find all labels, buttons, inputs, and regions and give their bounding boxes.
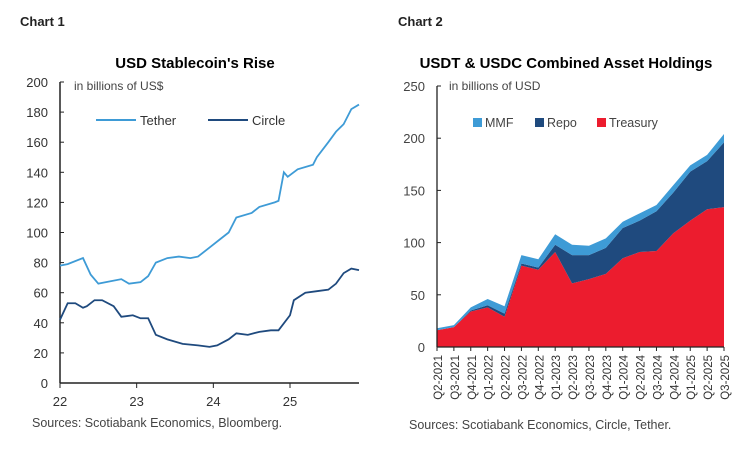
legend-label-mmf: MMF <box>485 116 514 130</box>
y-tick-label: 200 <box>26 75 48 90</box>
y-tick-label: 60 <box>34 286 48 301</box>
x-tick-label: Q2-2022 <box>501 355 513 400</box>
chart-source: Sources: Scotiabank Economics, Bloomberg… <box>32 416 282 430</box>
y-tick-label: 20 <box>34 346 48 361</box>
y-tick-label: 0 <box>41 376 48 391</box>
x-tick-label: 25 <box>283 394 297 409</box>
x-tick-label: Q1-2024 <box>619 354 631 399</box>
x-tick-label: Q3-2023 <box>585 355 597 400</box>
chart-source: Sources: Scotiabank Economics, Circle, T… <box>409 418 671 432</box>
x-tick-label: Q4-2023 <box>602 355 614 400</box>
chart1-label: Chart 1 <box>20 14 65 29</box>
chart1-svg: USD Stablecoin's Rise in billions of US$ 0… <box>26 55 360 430</box>
y-axis-label: in billions of USD <box>449 79 541 93</box>
y-axis-label: in billions of US$ <box>74 79 164 93</box>
y-tick-label: 140 <box>26 165 48 180</box>
x-tick-label: Q1-2025 <box>686 355 698 400</box>
x-tick-label: Q4-2022 <box>534 355 546 400</box>
x-tick-label: Q3-2021 <box>450 355 462 400</box>
legend-swatch-repo <box>535 118 544 127</box>
legend-swatch-mmf <box>473 118 482 127</box>
x-tick-label: 24 <box>206 394 220 409</box>
y-tick-label: 180 <box>26 105 48 120</box>
x-tick-label: Q2-2023 <box>568 355 580 400</box>
y-tick-label: 150 <box>403 183 425 198</box>
x-tick-label: Q3-2022 <box>517 355 529 400</box>
x-tick-label: Q3-2025 <box>720 355 732 400</box>
x-tick-label: Q2-2025 <box>703 355 715 400</box>
y-tick-label: 100 <box>26 226 48 241</box>
area-repo <box>437 142 724 331</box>
x-tick-label: Q3-2024 <box>652 354 664 399</box>
x-tick-label: 23 <box>129 394 143 409</box>
chart-title: USDT & USDC Combined Asset Holdings <box>420 55 713 72</box>
y-tick-label: 40 <box>34 316 48 331</box>
series-line-tether <box>59 103 360 285</box>
y-tick-label: 100 <box>403 236 425 251</box>
x-tick-label: Q1-2023 <box>551 355 563 400</box>
x-tick-label: Q2-2024 <box>636 354 648 399</box>
legend-swatch-treasury <box>597 118 606 127</box>
series-line-circle <box>59 267 360 348</box>
y-tick-label: 200 <box>403 131 425 146</box>
chart-title: USD Stablecoin's Rise <box>115 55 274 72</box>
y-tick-label: 80 <box>34 256 48 271</box>
y-tick-label: 50 <box>411 288 425 303</box>
x-tick-label: Q2-2021 <box>433 355 445 400</box>
y-tick-label: 0 <box>418 340 425 355</box>
legend-label-repo: Repo <box>547 116 577 130</box>
legend-label-circle: Circle <box>252 113 285 128</box>
area-treasury <box>437 207 724 347</box>
y-tick-label: 250 <box>403 79 425 94</box>
x-tick-label: Q4-2024 <box>669 354 681 399</box>
legend-label-treasury: Treasury <box>609 116 659 130</box>
y-tick-label: 160 <box>26 135 48 150</box>
y-tick-label: 120 <box>26 195 48 210</box>
x-tick-label: 22 <box>53 394 67 409</box>
chart2-label: Chart 2 <box>398 14 443 29</box>
x-tick-label: Q1-2022 <box>484 355 496 400</box>
legend-label-tether: Tether <box>140 113 177 128</box>
x-tick-label: Q4-2021 <box>467 355 479 400</box>
